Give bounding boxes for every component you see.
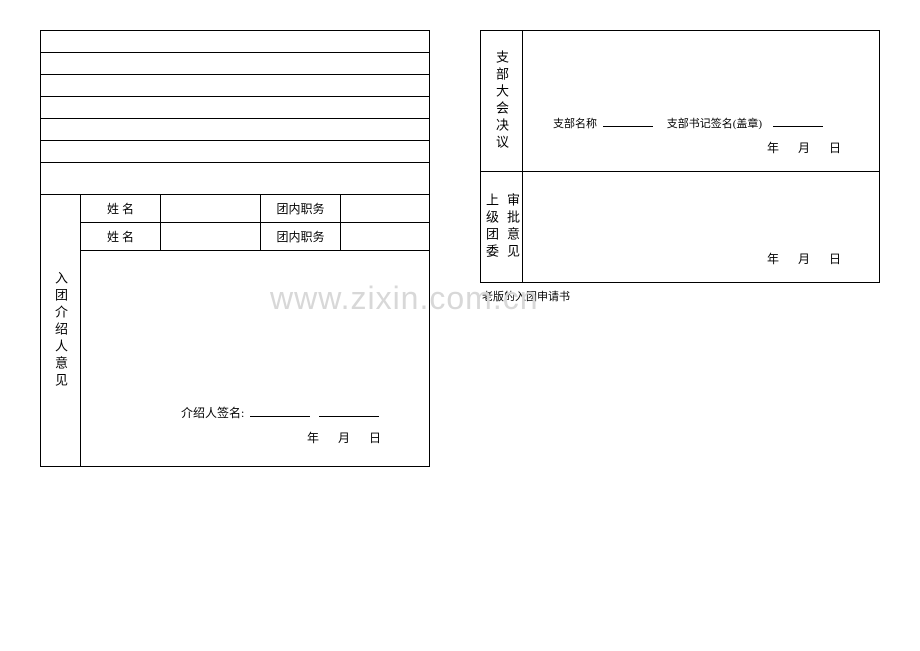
signature-area: 介绍人签名: 年 月 日	[81, 251, 429, 466]
branch-underline-1	[603, 126, 653, 127]
right-form-table: 支部大会决议 支部名称 支部书记签名(盖章) 年 月 日	[480, 30, 880, 283]
position-label-2: 团内职务	[261, 223, 341, 250]
sign-prefix: 介绍人签名:	[181, 406, 244, 420]
resolution-label: 支部大会决议	[492, 50, 511, 152]
sign-underline-2	[319, 416, 379, 417]
introducer-label: 入团介绍人意见	[51, 271, 70, 390]
name-label-2: 姓 名	[81, 223, 161, 250]
position-value-1	[341, 195, 429, 222]
date-line-left: 年 月 日	[307, 429, 389, 446]
resolution-row: 支部大会决议 支部名称 支部书记签名(盖章) 年 月 日	[481, 31, 879, 172]
empty-row-tall	[41, 163, 429, 195]
empty-row	[41, 141, 429, 163]
position-label-1: 团内职务	[261, 195, 341, 222]
approval-row: 上级团委 审批意见 年 月 日	[481, 172, 879, 282]
position-value-2	[341, 223, 429, 250]
form-caption: 老版的入团申请书	[482, 288, 880, 304]
empty-row	[41, 53, 429, 75]
name-value-1	[161, 195, 261, 222]
sign-underline-1	[250, 416, 310, 417]
introducer-label-cell: 入团介绍人意见	[41, 195, 81, 466]
approval-col-2: 审批意见	[502, 172, 523, 282]
empty-row	[41, 119, 429, 141]
introducer-content: 姓 名 团内职务 姓 名 团内职务 介绍人签名:	[81, 195, 429, 466]
date-line-resolution: 年 月 日	[767, 139, 849, 156]
empty-row	[41, 75, 429, 97]
approval-label-1: 上级团委	[482, 193, 501, 261]
branch-underline-2	[773, 126, 823, 127]
name-label-1: 姓 名	[81, 195, 161, 222]
approval-col-1: 上级团委	[481, 172, 502, 282]
right-form-wrapper: 支部大会决议 支部名称 支部书记签名(盖章) 年 月 日	[480, 30, 880, 304]
name-value-2	[161, 223, 261, 250]
approval-label-cell: 上级团委 审批意见	[481, 172, 523, 282]
secretary-prefix: 支部书记签名(盖章)	[667, 118, 762, 130]
approval-content: 年 月 日	[523, 172, 879, 282]
signature-line: 介绍人签名:	[181, 404, 382, 421]
approval-label-2: 审批意见	[503, 193, 522, 261]
resolution-label-cell: 支部大会决议	[481, 31, 523, 171]
date-line-approval: 年 月 日	[767, 250, 849, 267]
branch-name-prefix: 支部名称	[553, 118, 597, 130]
introducer-row-2: 姓 名 团内职务	[81, 223, 429, 251]
branch-info-line: 支部名称 支部书记签名(盖章)	[553, 115, 826, 131]
empty-row	[41, 31, 429, 53]
introducer-section: 入团介绍人意见 姓 名 团内职务 姓 名 团内职务 介绍人签名:	[41, 195, 429, 466]
resolution-content: 支部名称 支部书记签名(盖章) 年 月 日	[523, 31, 879, 171]
introducer-row-1: 姓 名 团内职务	[81, 195, 429, 223]
empty-row	[41, 97, 429, 119]
form-container: 入团介绍人意见 姓 名 团内职务 姓 名 团内职务 介绍人签名:	[40, 30, 880, 467]
left-form-table: 入团介绍人意见 姓 名 团内职务 姓 名 团内职务 介绍人签名:	[40, 30, 430, 467]
